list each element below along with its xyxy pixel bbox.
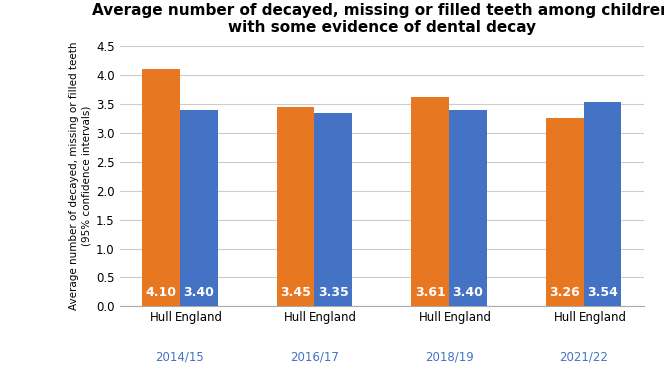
Title: Average number of decayed, missing or filled teeth among children
with some evid: Average number of decayed, missing or fi… — [92, 3, 664, 35]
Text: 3.54: 3.54 — [587, 286, 618, 300]
Text: 3.35: 3.35 — [318, 286, 349, 300]
Text: 3.45: 3.45 — [280, 286, 311, 300]
Text: 2016/17: 2016/17 — [290, 351, 339, 364]
Bar — [584, 101, 622, 306]
Bar — [546, 118, 584, 306]
Bar — [449, 110, 487, 306]
Bar — [315, 113, 352, 306]
Text: 2018/19: 2018/19 — [425, 351, 473, 364]
Text: 3.61: 3.61 — [415, 286, 446, 300]
Bar — [180, 110, 218, 306]
Text: 4.10: 4.10 — [145, 286, 177, 300]
Bar — [412, 97, 449, 306]
Text: 2021/22: 2021/22 — [559, 351, 608, 364]
Text: 3.26: 3.26 — [550, 286, 580, 300]
Text: 3.40: 3.40 — [183, 286, 214, 300]
Text: 3.40: 3.40 — [453, 286, 483, 300]
Text: 2014/15: 2014/15 — [155, 351, 205, 364]
Y-axis label: Average number of decayed, missing or filled teeth
(95% confidence intervals): Average number of decayed, missing or fi… — [68, 42, 92, 311]
Bar — [277, 107, 315, 306]
Bar — [142, 69, 180, 306]
